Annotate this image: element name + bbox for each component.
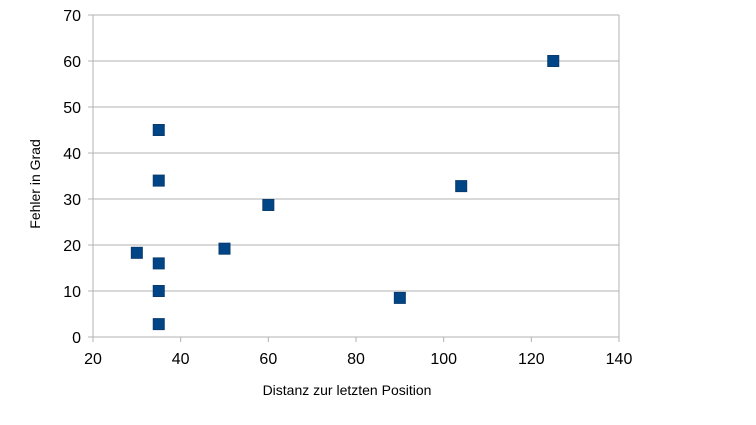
data-point bbox=[130, 246, 143, 259]
data-point bbox=[152, 174, 165, 187]
x-tick-label: 20 bbox=[84, 351, 102, 368]
data-point bbox=[152, 124, 165, 136]
y-tick-labels: 0 10 20 30 40 50 60 70 bbox=[63, 8, 81, 347]
y-tick-label: 10 bbox=[63, 284, 81, 301]
y-tick-label: 20 bbox=[63, 238, 81, 255]
x-tick-label: 60 bbox=[259, 351, 277, 368]
y-tick-label: 0 bbox=[72, 330, 81, 347]
data-point bbox=[152, 318, 165, 331]
y-tick-label: 70 bbox=[63, 8, 81, 25]
x-tick-labels: 20 40 60 80 100 120 140 bbox=[84, 351, 632, 368]
y-tick-label: 40 bbox=[63, 146, 81, 163]
x-tick-label: 140 bbox=[606, 351, 633, 368]
y-tick-label: 50 bbox=[63, 100, 81, 117]
x-tick-label: 100 bbox=[430, 351, 457, 368]
data-point bbox=[262, 198, 275, 211]
x-tick-label: 40 bbox=[172, 351, 190, 368]
y-tick-label: 30 bbox=[63, 192, 81, 209]
data-point bbox=[152, 285, 165, 297]
gridlines bbox=[93, 14, 619, 338]
x-axis-label: Distanz zur letzten Position bbox=[263, 382, 432, 398]
data-point bbox=[218, 242, 231, 255]
y-axis-label: Fehler in Grad bbox=[27, 139, 43, 228]
axes bbox=[88, 14, 620, 342]
data-point bbox=[455, 180, 468, 193]
data-point bbox=[152, 257, 165, 270]
x-tick-label: 120 bbox=[518, 351, 545, 368]
y-tick-label: 60 bbox=[63, 54, 81, 71]
data-point bbox=[393, 291, 406, 304]
x-tick-label: 80 bbox=[347, 351, 365, 368]
data-points bbox=[130, 55, 560, 331]
data-point bbox=[547, 55, 560, 67]
